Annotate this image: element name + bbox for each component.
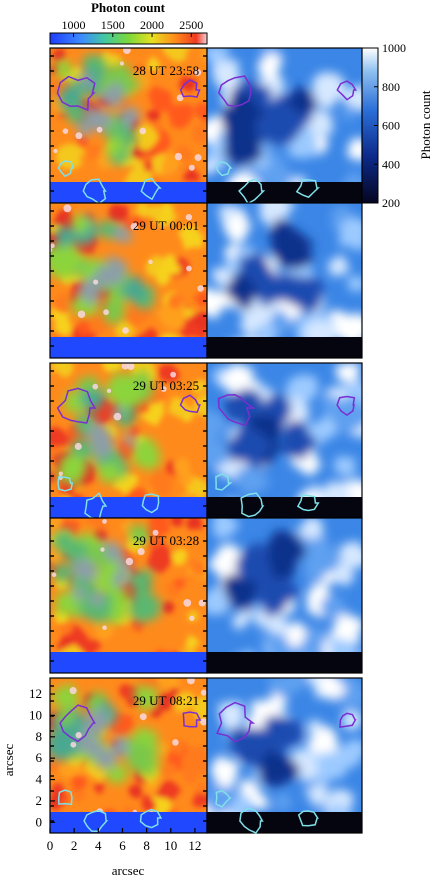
right-panel-3 — [206, 362, 363, 519]
top-colorbar-bar — [49, 32, 208, 45]
left-panel-padding-band — [50, 337, 207, 358]
frame-row-5: 29 UT 08:21 — [49, 677, 363, 834]
left-panel-padding-band — [50, 497, 207, 518]
right-colorbar-tick-1000: 1000 — [382, 41, 406, 55]
right-panel-4 — [206, 517, 363, 674]
top-colorbar-tick-2500: 2500 — [179, 18, 203, 32]
right-panel-padding-band — [207, 812, 362, 833]
y-tick-4: 4 — [36, 772, 43, 787]
y-tick-10: 10 — [29, 707, 42, 722]
frame-row-4: 29 UT 03:28 — [49, 517, 363, 674]
y-tick-0: 0 — [36, 814, 43, 829]
frame-timestamp-5: 29 UT 08:21 — [133, 693, 199, 708]
right-panel-5 — [206, 677, 363, 834]
right-panel-padding-band — [207, 337, 362, 358]
right-panel-frame — [206, 202, 363, 359]
right-colorbar: 200 400 600 800 1000 Photon count — [361, 41, 433, 210]
right-panel-frame — [206, 677, 363, 834]
left-panel-1: 28 UT 23:58 — [49, 47, 208, 204]
right-colorbar-tick-800: 800 — [382, 80, 400, 94]
top-colorbar-tick-2000: 2000 — [140, 18, 164, 32]
x-tick-0: 0 — [47, 838, 54, 853]
right-panel-frame — [206, 517, 363, 674]
right-colorbar-tick-200: 200 — [382, 196, 400, 210]
x-tick-6: 6 — [119, 838, 126, 853]
x-tick-8: 8 — [143, 838, 150, 853]
top-colorbar-tick-1000: 1000 — [62, 18, 86, 32]
y-tick-labels: 0 2 4 6 8 10 12 — [29, 686, 55, 829]
x-tick-labels: 0 2 4 6 8 10 12 — [47, 828, 201, 853]
y-axis-label: arcsec — [1, 744, 16, 777]
frame-row-2: 29 UT 00:01 — [49, 202, 363, 359]
x-tick-2: 2 — [71, 838, 78, 853]
frame-timestamp-4: 29 UT 03:28 — [133, 533, 199, 548]
frame-row-1: 28 UT 23:58 — [49, 47, 363, 205]
top-colorbar: Photon count 1000 1500 2000 2500 — [49, 0, 208, 45]
y-tick-12: 12 — [29, 686, 42, 701]
right-panel-2 — [206, 202, 363, 359]
left-panel-padding-band — [50, 812, 207, 833]
y-tick-2: 2 — [36, 793, 43, 808]
left-contours-5 — [57, 704, 202, 832]
left-panel-padding-band — [50, 182, 207, 203]
right-colorbar-tick-400: 400 — [382, 157, 400, 171]
left-panel-2: 29 UT 00:01 — [49, 202, 208, 359]
frame-timestamp-3: 29 UT 03:25 — [133, 378, 199, 393]
right-colorbar-label: Photon count — [418, 90, 433, 159]
panels: 28 UT 23:58 29 UT 00:01 29 UT 03:25 29 UT 0… — [49, 47, 363, 834]
left-panel-4: 29 UT 03:28 — [49, 517, 208, 674]
x-tick-10: 10 — [164, 838, 177, 853]
right-contours-3 — [215, 394, 356, 518]
right-contours-5 — [215, 701, 357, 834]
top-colorbar-tick-labels: 1000 1500 2000 2500 — [62, 18, 204, 32]
x-axis-label: arcsec — [112, 863, 145, 878]
y-tick-8: 8 — [36, 729, 43, 744]
frame-row-3: 29 UT 03:25 — [49, 362, 363, 520]
left-panel-3: 29 UT 03:25 — [49, 362, 208, 519]
left-panel-5: 29 UT 08:21 — [49, 677, 208, 834]
right-panel-padding-band — [207, 182, 362, 203]
frame-timestamp-2: 29 UT 00:01 — [133, 218, 199, 233]
frame-timestamp-1: 28 UT 23:58 — [133, 63, 199, 78]
top-colorbar-label: Photon count — [91, 0, 166, 15]
axes: 0 2 4 6 8 10 12 0 2 4 6 8 10 12 arcsec arcsec — [1, 686, 201, 878]
right-panel-padding-band — [207, 497, 362, 518]
right-contours-1 — [215, 75, 357, 205]
top-colorbar-tick-1500: 1500 — [101, 18, 125, 32]
right-colorbar-tick-labels: 200 400 600 800 1000 — [374, 41, 406, 210]
right-colorbar-tick-600: 600 — [382, 119, 400, 133]
right-panel-padding-band — [207, 652, 362, 673]
left-panel-padding-band — [50, 652, 207, 673]
x-tick-4: 4 — [95, 838, 102, 853]
y-tick-6: 6 — [36, 750, 43, 765]
top-colorbar-tick-marks — [73, 33, 192, 37]
right-panel-1 — [206, 47, 363, 204]
x-tick-12: 12 — [188, 838, 201, 853]
